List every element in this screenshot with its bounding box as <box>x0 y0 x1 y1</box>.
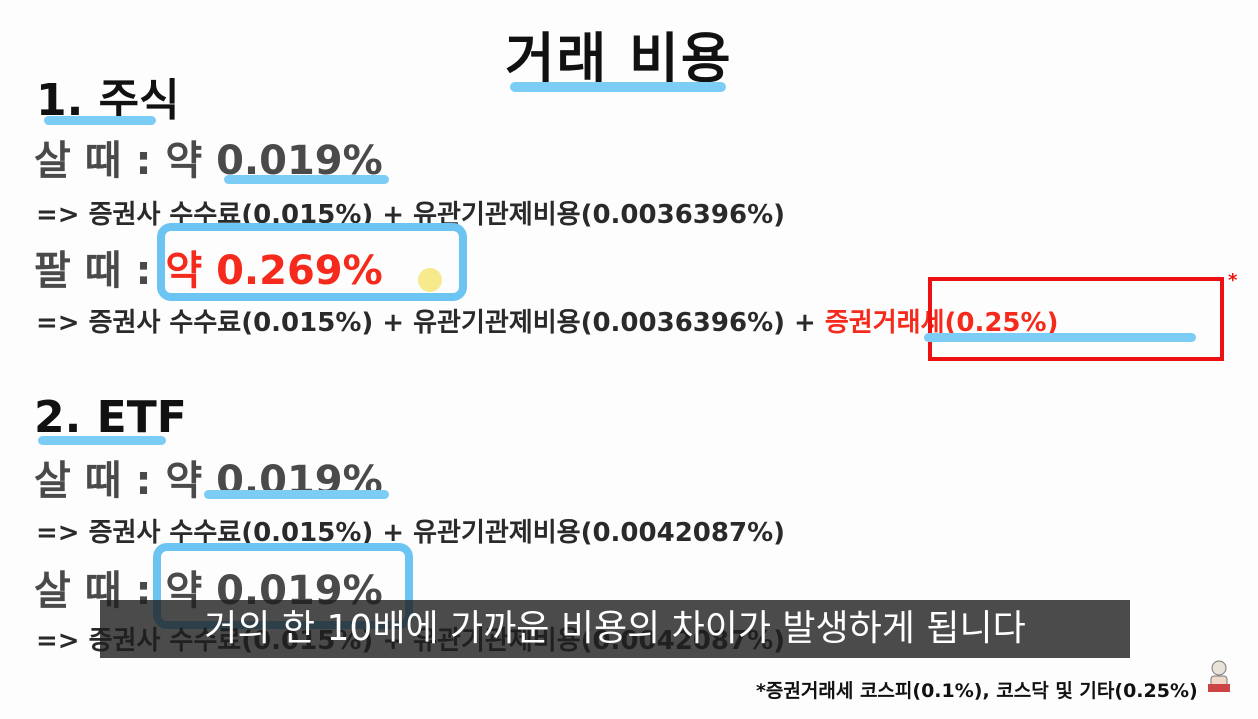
etf-buy-detail: => 증권사 수수료(0.015%) + 유관기관제비용(0.0042087%) <box>36 518 785 548</box>
stock-sell-label: 팔 때 : <box>34 248 166 294</box>
stock-sell-highlight-box <box>157 223 467 301</box>
section2-underline <box>38 436 166 445</box>
stock-buy-underline <box>224 175 389 184</box>
stock-sell-value: 약 0.269% <box>165 248 383 294</box>
stock-sell-detail-text: => 증권사 수수료(0.015%) + 유관기관제비용(0.0036396%)… <box>36 308 825 338</box>
etf-buy-underline <box>204 490 389 499</box>
video-caption: 거의 한 10배에 가까운 비용의 차이가 발생하게 됩니다 <box>204 608 1026 649</box>
avatar-icon <box>1206 660 1232 694</box>
tax-underline <box>924 333 1196 342</box>
etf-buy-label: 살 때 : <box>34 458 166 504</box>
tax-highlight-box <box>928 277 1224 361</box>
footnote: *증권거래세 코스피(0.1%), 코스닥 및 기타(0.25%) <box>756 680 1198 702</box>
caption-background <box>100 600 1130 658</box>
title-underline <box>510 82 726 92</box>
stock-sell-row: 팔 때 : 약 0.269% <box>34 238 383 296</box>
page-title: 거래 비용 <box>505 27 733 90</box>
section2-heading: 2. ETF <box>34 392 187 443</box>
section1-underline <box>44 116 156 125</box>
stock-buy-label: 살 때 : <box>34 138 166 184</box>
stock-sell-detail: => 증권사 수수료(0.015%) + 유관기관제비용(0.0036396%)… <box>36 302 1058 339</box>
tax-asterisk: * <box>1228 270 1238 291</box>
cursor-icon <box>418 268 442 292</box>
